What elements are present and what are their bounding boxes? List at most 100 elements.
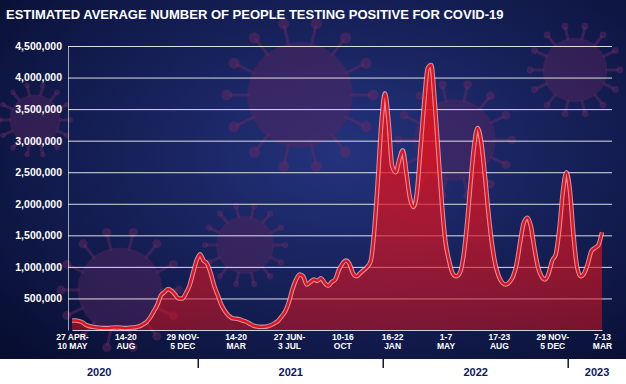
chart-container: ESTIMATED AVERAGE NUMBER OF PEOPLE TESTI… bbox=[0, 0, 626, 384]
virus-spike-tip bbox=[102, 343, 111, 352]
grid-line bbox=[68, 109, 612, 110]
x-tick-label: 14-20MAR bbox=[225, 332, 247, 351]
y-tick: 2,500,000 bbox=[15, 166, 612, 178]
area bbox=[72, 65, 602, 330]
virus-spike-tip bbox=[400, 111, 409, 120]
x-tick-label-line: MAR bbox=[226, 341, 245, 351]
virus-spike-tip bbox=[612, 86, 619, 93]
y-axis: 500,0001,000,0001,500,0002,000,0002,500,… bbox=[15, 40, 612, 331]
virus-spike-tip bbox=[278, 225, 284, 231]
background bbox=[0, 0, 626, 384]
virus-spike-tip bbox=[249, 32, 260, 43]
virus-spike-tip bbox=[10, 90, 15, 95]
year-band-background bbox=[0, 359, 626, 384]
virus-spike-tip bbox=[267, 211, 273, 217]
y-tick: 4,000,000 bbox=[15, 71, 612, 83]
x-tick-label: 1-7MAY bbox=[437, 332, 455, 351]
year-label: 2023 bbox=[585, 366, 609, 378]
x-tick: 1-7MAY bbox=[437, 332, 455, 351]
y-tick-label: 3,000,000 bbox=[15, 135, 62, 147]
virus-spike-tip bbox=[278, 161, 289, 172]
x-tick: 29 NOV-5 DEC bbox=[536, 332, 569, 351]
virus-body bbox=[247, 42, 352, 147]
virus-shape bbox=[527, 23, 624, 117]
virus-spike-tip bbox=[152, 332, 161, 341]
virus-body bbox=[543, 38, 608, 103]
x-tick: 14-20MAR bbox=[225, 332, 247, 351]
virus-spike-tip bbox=[221, 89, 232, 100]
virus-spike-tip bbox=[251, 203, 257, 209]
x-tick-label: 29 NOV-5 DEC bbox=[166, 332, 199, 351]
y-tick-label: 500,000 bbox=[24, 292, 62, 304]
virus-spike-tip bbox=[0, 133, 5, 138]
line-outline bbox=[72, 65, 602, 328]
virus-spike-tip bbox=[0, 102, 5, 107]
x-tick: 10-16OCT bbox=[332, 332, 354, 351]
virus-spike-tip bbox=[206, 225, 212, 231]
x-axis-line bbox=[73, 330, 603, 331]
x-tick: 29 NOV-5 DEC bbox=[166, 332, 199, 351]
virus-spike-tip bbox=[62, 311, 71, 320]
virus-spike-tip bbox=[600, 32, 607, 39]
virus-spike-tip bbox=[251, 281, 257, 287]
virus-spike-tip bbox=[202, 242, 208, 248]
background-decoration bbox=[0, 18, 623, 352]
grid-line bbox=[68, 141, 612, 142]
virus-spike-tip bbox=[360, 121, 371, 132]
virus-spike-tip bbox=[544, 32, 551, 39]
y-tick-label: 2,500,000 bbox=[15, 166, 62, 178]
virus-spike-tip bbox=[40, 152, 45, 157]
virus-spike-tip bbox=[249, 147, 260, 158]
virus-spike-tip bbox=[527, 67, 534, 74]
y-tick-label: 4,000,000 bbox=[15, 71, 62, 83]
virus-spike-tip bbox=[616, 67, 623, 74]
virus-spike-tip bbox=[544, 102, 551, 109]
virus-spike-tip bbox=[267, 273, 273, 279]
grid-line bbox=[68, 46, 612, 47]
x-tick-label: 27 JUN-3 JUL bbox=[274, 332, 306, 351]
x-tick-label-line: 10 MAY bbox=[58, 341, 88, 351]
virus-shape bbox=[221, 18, 378, 172]
virus-spike-tip bbox=[152, 239, 161, 248]
virus-body bbox=[216, 216, 274, 274]
virus-spike-tip bbox=[502, 160, 511, 169]
virus-spike-tip bbox=[0, 117, 2, 122]
x-tick-label-line: MAY bbox=[437, 341, 455, 351]
virus-spike-tip bbox=[24, 83, 29, 88]
year-separator bbox=[198, 359, 200, 368]
virus-spike-tip bbox=[278, 259, 284, 265]
y-tick: 3,500,000 bbox=[15, 103, 612, 115]
virus-spike-tip bbox=[562, 23, 569, 30]
y-tick: 3,000,000 bbox=[15, 135, 612, 147]
virus-spike-tip bbox=[40, 83, 45, 88]
virus-spike-tip bbox=[24, 152, 29, 157]
virus-spike-tip bbox=[600, 102, 607, 109]
virus-spike-tip bbox=[394, 136, 403, 145]
virus-spike-tip bbox=[582, 110, 589, 117]
x-tick-label-line: 3 JUL bbox=[278, 341, 301, 351]
x-tick-label: 27 APR-10 MAY bbox=[56, 332, 88, 351]
virus-spike-tip bbox=[340, 147, 351, 158]
chart-svg: ESTIMATED AVERAGE NUMBER OF PEOPLE TESTI… bbox=[0, 0, 626, 384]
x-tick-label-line: 5 DEC bbox=[170, 341, 195, 351]
year-label: 2021 bbox=[279, 366, 303, 378]
x-tick-label-line: 5 DEC bbox=[540, 341, 565, 351]
virus-spike-tip bbox=[360, 58, 371, 69]
virus-spike-tip bbox=[562, 110, 569, 117]
x-tick-label: 16-22JAN bbox=[382, 332, 404, 351]
x-tick-label: 29 NOV-5 DEC bbox=[536, 332, 569, 351]
x-tick-label-line: JAN bbox=[384, 341, 401, 351]
x-tick-label: 10-16OCT bbox=[332, 332, 354, 351]
x-tick: 14-20AUG bbox=[115, 332, 137, 351]
virus-spike-tip bbox=[438, 80, 447, 89]
plot-area bbox=[72, 65, 602, 330]
virus-shape bbox=[202, 203, 288, 287]
x-tick: 27 APR-10 MAY bbox=[56, 332, 88, 351]
y-tick-label: 1,000,000 bbox=[15, 261, 62, 273]
x-axis: 27 APR-10 MAY 14-20AUG 29 NOV-5 DEC 14-20MA… bbox=[56, 331, 612, 352]
virus-spike-tip bbox=[612, 47, 619, 54]
y-tick: 2,000,000 bbox=[15, 198, 612, 210]
virus-spike-tip bbox=[368, 89, 379, 100]
x-tick: 17-23AUG bbox=[488, 332, 510, 351]
virus-spike-tip bbox=[531, 47, 538, 54]
